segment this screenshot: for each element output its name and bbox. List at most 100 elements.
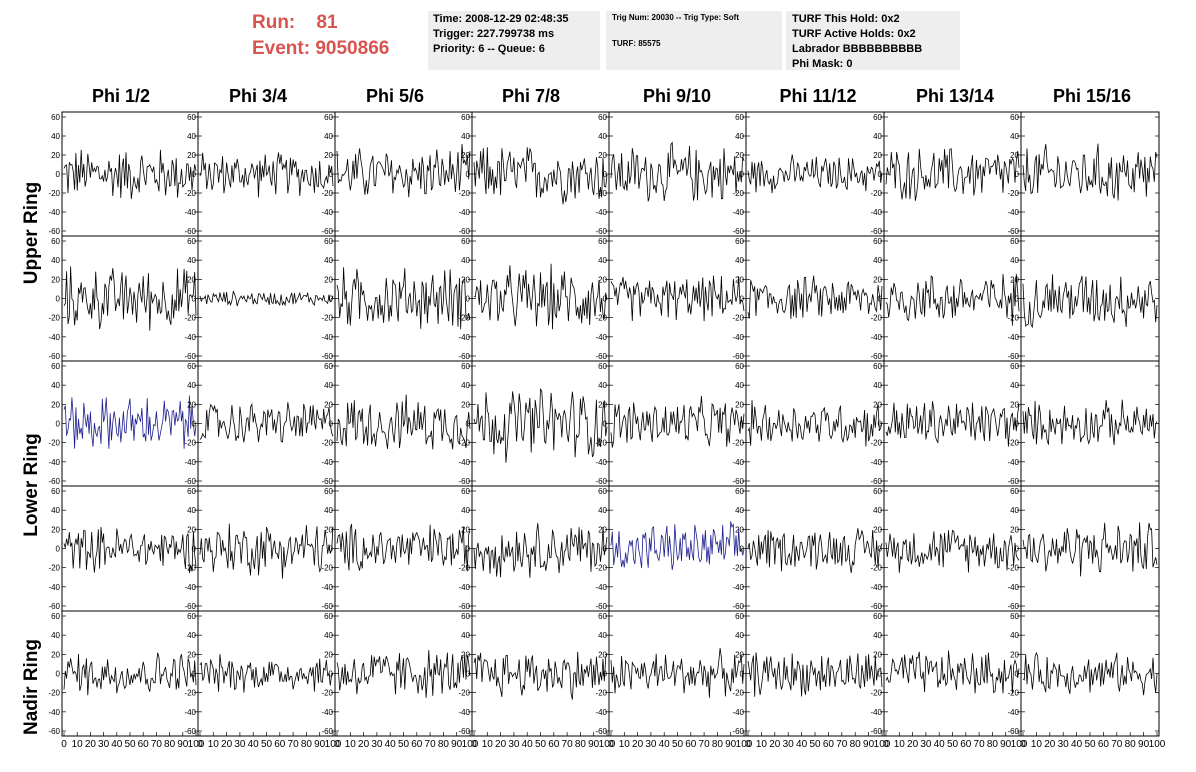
y-tick-label: 60	[873, 487, 882, 496]
y-tick-label: -20	[48, 314, 60, 323]
y-tick-label: 60	[1010, 362, 1019, 371]
waveform-trace	[747, 528, 883, 574]
panel-r3-c1: -60 -40 -20 0 20 40 60	[184, 485, 336, 612]
y-tick-label: -40	[870, 208, 882, 217]
turf-line: TURF: 85575	[612, 39, 661, 48]
y-tick-label: -60	[870, 477, 882, 486]
y-tick-label: 60	[1010, 612, 1019, 621]
y-tick-label: -20	[458, 689, 470, 698]
y-tick-label: 40	[187, 631, 196, 640]
priority-line: Priority: 6 -- Queue: 6	[433, 43, 545, 55]
x-tick-label: 70	[151, 739, 163, 750]
y-tick-label: -60	[184, 727, 196, 736]
panel-r0-c2: -60 -40 -20 0 20 40 60	[321, 111, 473, 237]
y-tick-label: -60	[1007, 602, 1019, 611]
y-tick-label: 20	[1010, 650, 1019, 659]
x-tick-label: 90	[725, 739, 737, 750]
waveform-trace	[885, 148, 1020, 201]
y-tick-label: -20	[870, 564, 882, 573]
x-tick-label: 30	[920, 739, 932, 750]
y-tick-label: -40	[184, 333, 196, 342]
x-tick-label: 40	[934, 739, 946, 750]
y-tick-label: 60	[873, 113, 882, 122]
panel-r2-c7: -60 -40 -20 0 20 40 60	[1007, 360, 1160, 487]
y-tick-label: -60	[321, 227, 333, 236]
y-tick-label: 60	[51, 612, 60, 621]
x-tick-label: 0	[197, 739, 203, 750]
y-tick-label: 60	[873, 612, 882, 621]
y-tick-label: 60	[324, 612, 333, 621]
panel-frame	[608, 235, 747, 362]
y-tick-label: -40	[732, 708, 744, 717]
y-tick-label: 40	[461, 631, 470, 640]
y-tick-label: -20	[184, 564, 196, 573]
y-tick-label: -40	[1007, 458, 1019, 467]
y-tick-label: 40	[1010, 256, 1019, 265]
waveform-trace	[1022, 143, 1158, 201]
y-tick-label: 0	[56, 420, 61, 429]
y-tick-label: 0	[56, 170, 61, 179]
y-tick-label: -20	[1007, 314, 1019, 323]
y-tick-label: -40	[595, 708, 607, 717]
x-tick-label: 80	[712, 739, 724, 750]
y-tick-label: 20	[461, 650, 470, 659]
column-header-phi-7-8: Phi 7/8	[501, 86, 561, 106]
y-tick-label: -20	[732, 189, 744, 198]
x-tick-label: 60	[823, 739, 835, 750]
y-tick-label: -60	[184, 477, 196, 486]
panel-r0-c1: -60 -40 -20 0 20 40 60	[184, 111, 336, 237]
y-tick-label: 0	[1015, 545, 1020, 554]
y-tick-label: -60	[48, 227, 60, 236]
y-tick-label: 60	[51, 487, 60, 496]
waveform-trace	[63, 526, 197, 573]
x-tick-label: 20	[907, 739, 919, 750]
y-tick-label: 40	[187, 132, 196, 141]
panel-r0-c0: -60 -40 -20 0 20 40 60	[48, 111, 199, 237]
y-tick-label: 20	[461, 525, 470, 534]
y-tick-label: 0	[56, 670, 61, 679]
panel-r3-c0: -60 -40 -20 0 20 40 60	[48, 485, 199, 612]
panel-frame	[1020, 235, 1160, 362]
y-tick-label: 40	[598, 631, 607, 640]
y-tick-label: 40	[51, 256, 60, 265]
y-tick-label: 40	[461, 381, 470, 390]
x-tick-label: 70	[1111, 739, 1123, 750]
waveform-trace	[473, 651, 608, 700]
panel-r3-c7: -60 -40 -20 0 20 40 60	[1007, 485, 1160, 612]
y-tick-label: 20	[735, 151, 744, 160]
y-tick-label: 60	[598, 487, 607, 496]
x-tick-label: 90	[588, 739, 600, 750]
x-tick-label: 10	[482, 739, 494, 750]
x-tick-label: 80	[850, 739, 862, 750]
phi-mask-line: Phi Mask: 0	[792, 58, 853, 70]
y-tick-label: 0	[1015, 420, 1020, 429]
waveform-trace	[63, 266, 197, 331]
panel-r0-c5: -60 -40 -20 0 20 40 60	[732, 111, 885, 237]
y-tick-label: 60	[735, 113, 744, 122]
y-tick-label: 20	[1010, 525, 1019, 534]
y-tick-label: 60	[51, 362, 60, 371]
y-tick-label: 40	[1010, 381, 1019, 390]
y-tick-label: -20	[1007, 564, 1019, 573]
y-tick-label: 60	[598, 612, 607, 621]
y-tick-label: 20	[873, 525, 882, 534]
column-header-phi-5-6: Phi 5/6	[365, 86, 425, 106]
y-tick-label: 20	[735, 650, 744, 659]
y-tick-label: 60	[461, 362, 470, 371]
y-tick-label: -60	[48, 352, 60, 361]
y-tick-label: -20	[184, 314, 196, 323]
y-tick-label: 0	[740, 670, 745, 679]
x-tick-label: 70	[699, 739, 711, 750]
x-tick-label: 70	[974, 739, 986, 750]
trigger-info-box: Trig Num: 20030 -- Trig Type: Soft TURF:…	[606, 11, 782, 70]
y-tick-label: 0	[56, 295, 61, 304]
y-tick-label: -20	[595, 439, 607, 448]
y-tick-label: -40	[184, 208, 196, 217]
y-tick-label: -20	[595, 564, 607, 573]
x-tick-label: 60	[138, 739, 150, 750]
y-tick-label: 60	[187, 237, 196, 246]
y-tick-label: -20	[48, 689, 60, 698]
panel-r2-c3: -60 -40 -20 0 20 40 60	[458, 360, 610, 487]
